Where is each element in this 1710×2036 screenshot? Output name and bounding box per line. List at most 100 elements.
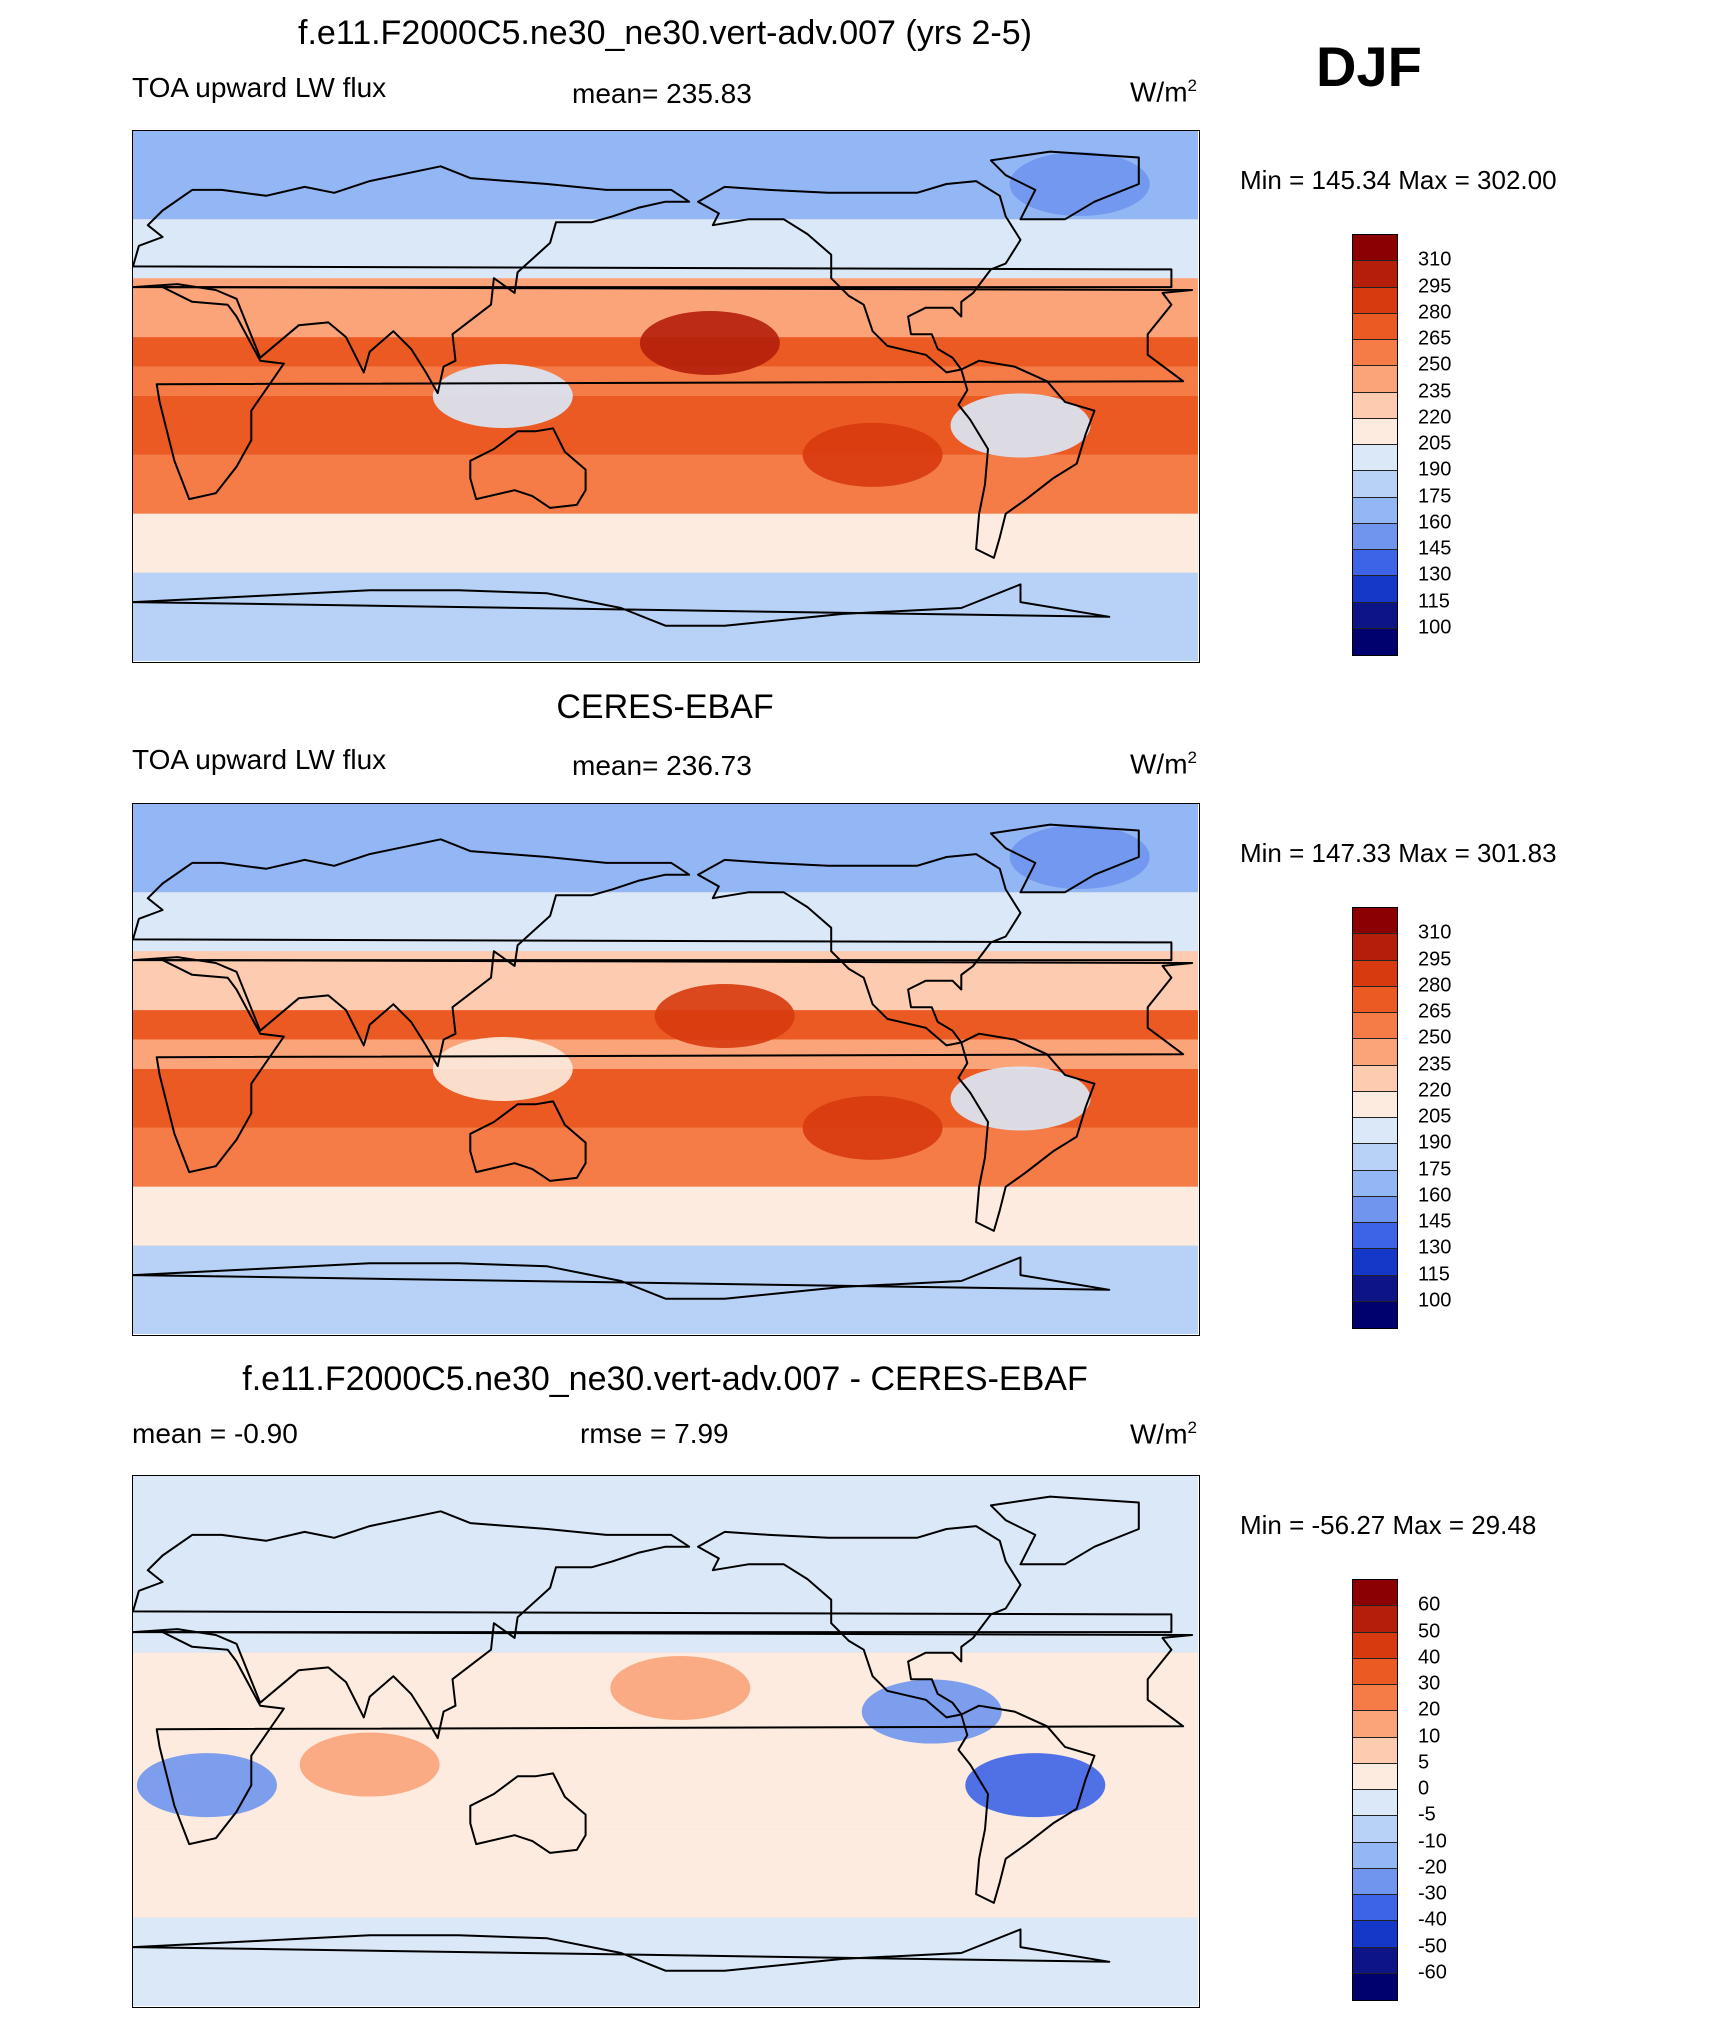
colorbar-tick-label: 295 bbox=[1418, 275, 1452, 297]
colorbar-tick-label: 175 bbox=[1418, 1158, 1452, 1180]
colorbar-cell bbox=[1353, 1249, 1397, 1276]
colorbar-cell bbox=[1353, 934, 1397, 961]
colorbar-cell bbox=[1353, 366, 1397, 393]
colorbar-cell bbox=[1353, 1947, 1397, 1974]
panel-1-units-base: W/m bbox=[1130, 76, 1188, 108]
panel-2-title: CERES-EBAF bbox=[556, 688, 774, 726]
panel-2-variable-label: TOA upward LW flux bbox=[132, 744, 387, 775]
colorbar-cell bbox=[1353, 908, 1397, 935]
coastline-antarctica bbox=[133, 583, 1111, 627]
field-band bbox=[133, 1476, 1198, 1565]
field-band bbox=[133, 1186, 1198, 1246]
colorbar-tick-label: 160 bbox=[1418, 1184, 1452, 1207]
colorbar-tick-label: -5 bbox=[1418, 1803, 1436, 1826]
colorbar-tick-label: 115 bbox=[1418, 590, 1450, 612]
colorbar-cell bbox=[1353, 1118, 1397, 1145]
panel-3-rmse-label: rmse = 7.99 bbox=[580, 1418, 729, 1449]
colorbar-cell bbox=[1353, 1868, 1397, 1895]
panel-2-map bbox=[132, 803, 1200, 1336]
panel-1-variable-label: TOA upward LW flux bbox=[132, 72, 387, 103]
colorbar-cell bbox=[1353, 1144, 1397, 1171]
colorbar-tick-label: 0 bbox=[1418, 1777, 1430, 1800]
field-band bbox=[133, 1245, 1198, 1334]
colorbar-cell bbox=[1353, 960, 1397, 987]
colorbar-tick-label: 50 bbox=[1418, 1620, 1441, 1642]
colorbar-tick-label: 40 bbox=[1418, 1646, 1441, 1669]
field-band bbox=[133, 1564, 1198, 1653]
colorbar-cell bbox=[1353, 1196, 1397, 1223]
colorbar-tick-label: 310 bbox=[1418, 921, 1452, 944]
colorbar-tick-label: 235 bbox=[1418, 380, 1452, 402]
colorbar-cell bbox=[1353, 1816, 1397, 1843]
panel-1-units-sup: 2 bbox=[1187, 76, 1197, 95]
colorbar-cell bbox=[1353, 1842, 1397, 1869]
colorbar-cell bbox=[1353, 445, 1397, 472]
colorbar-tick-label: 100 bbox=[1418, 1289, 1452, 1312]
panel-2-colorbar bbox=[1352, 907, 1398, 1329]
colorbar-tick-label: 30 bbox=[1418, 1672, 1441, 1695]
colorbar-tick-label: 220 bbox=[1418, 1079, 1452, 1102]
field-band bbox=[133, 513, 1198, 573]
colorbar-cell bbox=[1353, 1790, 1397, 1817]
colorbar-cell bbox=[1353, 986, 1397, 1013]
colorbar-tick-label: 265 bbox=[1418, 1000, 1452, 1023]
colorbar-cell bbox=[1353, 418, 1397, 445]
panel-3-colorbar bbox=[1352, 1579, 1398, 2001]
colorbar-cell bbox=[1353, 1632, 1397, 1659]
colorbar-cell bbox=[1353, 1763, 1397, 1790]
colorbar-tick-label: 205 bbox=[1418, 432, 1452, 455]
colorbar-tick-label: -60 bbox=[1418, 1961, 1447, 1984]
colorbar-tick-label: 190 bbox=[1418, 1131, 1452, 1154]
coastline-greenland bbox=[989, 1495, 1140, 1566]
colorbar-tick-label: 175 bbox=[1418, 485, 1452, 507]
colorbar-cell bbox=[1353, 1580, 1397, 1607]
colorbar-tick-label: 130 bbox=[1418, 1236, 1452, 1259]
colorbar-tick-label: 250 bbox=[1418, 1026, 1452, 1049]
colorbar-tick-label: 310 bbox=[1418, 248, 1452, 271]
field-band bbox=[133, 1917, 1198, 2006]
coastline-greenland bbox=[989, 150, 1140, 221]
coastline-africa bbox=[155, 1631, 1194, 1846]
field-feature bbox=[432, 364, 573, 428]
coastline-antarctica bbox=[133, 1928, 1111, 1972]
panel-3-mean-label: mean = -0.90 bbox=[132, 1418, 298, 1449]
coastline-africa bbox=[155, 286, 1194, 501]
colorbar-tick-label: 5 bbox=[1418, 1751, 1430, 1774]
colorbar-tick-label: 20 bbox=[1418, 1698, 1441, 1721]
colorbar-cell bbox=[1353, 1658, 1397, 1685]
colorbar-cell bbox=[1353, 313, 1397, 340]
panel-1-title: f.e11.F2000C5.ne30_ne30.vert-adv.007 (yr… bbox=[298, 14, 1032, 52]
colorbar-tick-label: 160 bbox=[1418, 511, 1452, 534]
colorbar-cell bbox=[1353, 1973, 1397, 2000]
coastline-samerica bbox=[957, 359, 1096, 559]
panel-3-map bbox=[132, 1475, 1200, 2008]
colorbar-cell bbox=[1353, 497, 1397, 524]
coastline-eurasia bbox=[133, 1510, 1173, 1740]
field-feature bbox=[654, 984, 795, 1048]
coastline-samerica bbox=[957, 1704, 1096, 1904]
panel-1-colorbar bbox=[1352, 234, 1398, 656]
panel-1-minmax: Min = 145.34 Max = 302.00 bbox=[1240, 165, 1557, 195]
coastline-australia bbox=[469, 427, 587, 509]
panel-3-units-base: W/m bbox=[1130, 1418, 1188, 1450]
colorbar-cell bbox=[1353, 602, 1397, 629]
field-feature bbox=[1009, 825, 1150, 889]
panel-2-units-base: W/m bbox=[1130, 748, 1188, 780]
colorbar-tick-label: -30 bbox=[1418, 1882, 1447, 1905]
field-feature bbox=[950, 393, 1091, 458]
colorbar-cell bbox=[1353, 1685, 1397, 1712]
colorbar-tick-label: 235 bbox=[1418, 1053, 1452, 1075]
colorbar-tick-label: 190 bbox=[1418, 458, 1452, 481]
field-band bbox=[133, 1829, 1198, 1918]
coastline-samerica bbox=[957, 1032, 1096, 1232]
coastline-africa bbox=[155, 959, 1194, 1174]
field-band bbox=[133, 1127, 1198, 1187]
panel-1-map bbox=[132, 130, 1200, 663]
colorbar-tick-label: 100 bbox=[1418, 616, 1452, 639]
colorbar-cell bbox=[1353, 1606, 1397, 1633]
colorbar-tick-label: 265 bbox=[1418, 327, 1452, 350]
colorbar-tick-label: 130 bbox=[1418, 563, 1452, 586]
coastline-namerica bbox=[697, 853, 1022, 1047]
colorbar-tick-label: 250 bbox=[1418, 353, 1452, 376]
field-feature bbox=[432, 1037, 573, 1101]
